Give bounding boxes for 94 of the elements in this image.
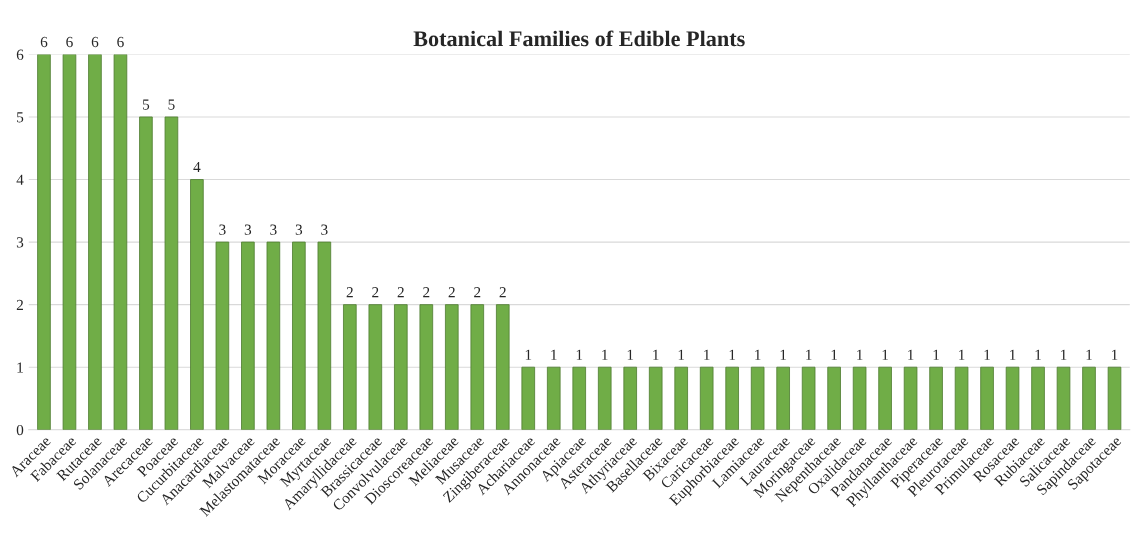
data-label: 3	[321, 224, 328, 235]
bar	[368, 304, 383, 430]
data-label: 3	[219, 224, 226, 235]
data-label: 1	[984, 349, 990, 360]
bar	[1031, 366, 1045, 430]
bar	[164, 116, 179, 430]
bar	[190, 179, 204, 430]
bar	[1082, 366, 1096, 430]
data-label: 2	[499, 287, 506, 298]
bar	[241, 241, 255, 430]
y-tick-label: 3	[16, 237, 24, 248]
bar	[572, 366, 587, 430]
bar	[852, 366, 867, 430]
bar	[827, 366, 841, 430]
data-label: 1	[729, 349, 736, 360]
data-label: 2	[397, 287, 404, 298]
bar	[62, 54, 77, 430]
bar	[750, 366, 765, 430]
bar	[495, 304, 510, 430]
bar	[266, 241, 281, 430]
data-label: 2	[372, 287, 379, 298]
data-label: 1	[1086, 349, 1092, 360]
data-label: 6	[66, 36, 73, 48]
bar	[88, 54, 102, 430]
data-label: 4	[193, 162, 201, 173]
data-label: 1	[1010, 349, 1016, 360]
data-label: 1	[653, 349, 659, 360]
bar	[1056, 366, 1071, 430]
data-label: 3	[295, 224, 303, 235]
bar	[648, 366, 663, 430]
bar	[139, 116, 153, 430]
bar	[597, 366, 612, 430]
y-tick-label: 5	[17, 112, 24, 123]
bar	[674, 366, 688, 430]
bar	[521, 366, 536, 430]
data-label: 1	[780, 349, 787, 360]
data-label: 1	[908, 349, 914, 360]
data-label: 1	[882, 349, 888, 360]
data-label: 3	[270, 224, 277, 235]
data-label: 1	[1061, 349, 1067, 360]
bar	[725, 366, 739, 430]
bar	[1107, 366, 1122, 430]
bar	[776, 366, 790, 430]
bar	[929, 366, 943, 430]
data-label: 1	[959, 349, 965, 360]
data-label: 1	[806, 349, 812, 360]
data-label: 2	[346, 287, 353, 298]
data-label: 1	[551, 349, 557, 360]
data-label: 6	[91, 36, 99, 48]
bar	[394, 304, 408, 430]
bar	[980, 366, 994, 430]
bar	[113, 54, 128, 430]
data-label: 1	[857, 349, 863, 360]
bar	[470, 304, 485, 430]
data-label: 1	[831, 349, 838, 360]
y-tick-label: 4	[16, 174, 24, 185]
data-label: 2	[474, 287, 481, 298]
data-label: 1	[576, 349, 583, 360]
data-label: 1	[1035, 349, 1041, 360]
data-label: 1	[602, 349, 608, 360]
bar	[801, 366, 816, 430]
bar	[546, 366, 561, 430]
data-label: 6	[40, 36, 48, 48]
bar	[623, 366, 637, 430]
data-label: 5	[168, 99, 175, 110]
bar	[699, 366, 714, 430]
bar	[445, 304, 459, 430]
data-label: 2	[423, 287, 430, 298]
bar	[1005, 366, 1020, 430]
data-label: 1	[627, 349, 634, 360]
data-label: 1	[704, 349, 710, 360]
data-label: 1	[525, 349, 532, 360]
y-tick-label: 2	[16, 299, 23, 310]
data-label: 6	[117, 36, 124, 48]
bar	[954, 366, 969, 430]
data-label: 5	[142, 99, 150, 110]
data-label: 1	[933, 349, 939, 360]
data-label: 2	[448, 287, 455, 298]
y-tick-label: 6	[16, 49, 24, 60]
bar	[878, 366, 892, 430]
data-label: 1	[678, 349, 685, 360]
data-label: 3	[244, 224, 252, 235]
chart-title: Botanical Families of Edible Plants	[413, 30, 745, 47]
bar	[37, 54, 51, 430]
bar	[215, 241, 230, 430]
data-label: 1	[755, 349, 761, 360]
bar	[903, 366, 918, 430]
bar	[292, 241, 306, 430]
bar	[419, 304, 434, 430]
y-tick-label: 1	[17, 362, 23, 373]
data-label: 1	[1112, 349, 1118, 360]
bar	[317, 241, 332, 430]
bar	[343, 304, 357, 430]
y-tick-label: 0	[16, 424, 24, 436]
